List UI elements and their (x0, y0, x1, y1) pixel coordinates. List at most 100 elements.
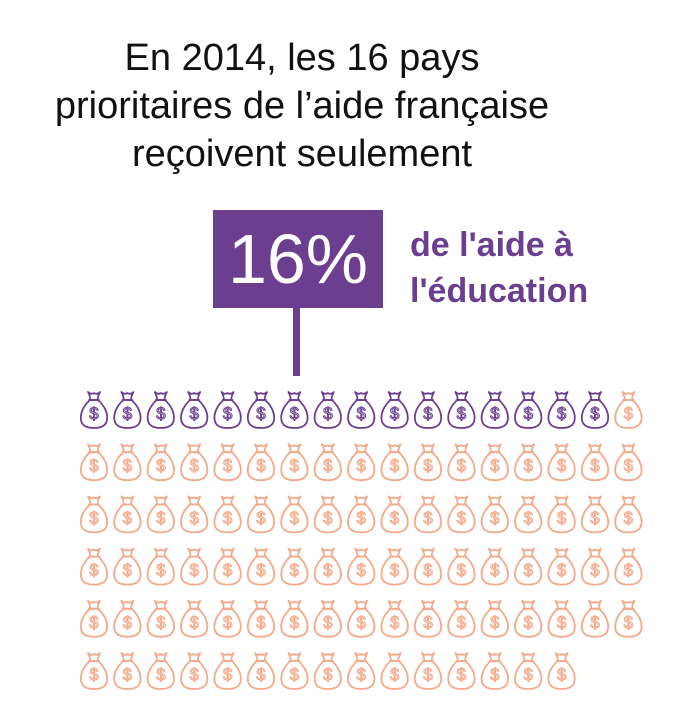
money-bag-icon: $ (580, 495, 610, 534)
svg-text:$: $ (323, 404, 333, 423)
money-bag-icon: $ (380, 652, 409, 690)
svg-text:$: $ (523, 456, 533, 475)
money-bag-icon: $ (547, 391, 576, 429)
money-bag-icon: $ (146, 599, 175, 638)
money-bag-icon: $ (213, 599, 242, 638)
svg-text:$: $ (490, 613, 500, 632)
svg-text:$: $ (457, 613, 467, 632)
svg-text:$: $ (390, 456, 400, 475)
money-bag-icon: $ (380, 443, 409, 482)
money-bag-icon: $ (347, 495, 376, 534)
money-bag-icon: $ (480, 547, 509, 586)
money-bag-icon: $ (413, 599, 443, 638)
money-bag-icon: $ (413, 495, 443, 534)
money-bag-icon: $ (246, 652, 276, 690)
svg-text:$: $ (89, 561, 99, 580)
svg-text:$: $ (123, 508, 133, 527)
svg-text:$: $ (256, 404, 266, 423)
svg-text:$: $ (223, 613, 233, 632)
svg-text:$: $ (123, 456, 133, 475)
svg-text:$: $ (423, 613, 433, 632)
percentage-value: 16% (227, 220, 369, 298)
svg-text:$: $ (624, 404, 634, 423)
money-bag-icon: $ (580, 547, 610, 586)
svg-text:$: $ (390, 561, 400, 580)
svg-text:$: $ (156, 404, 166, 423)
headline-line-3: reçoivent seulement (131, 133, 473, 175)
money-bag-icon: $ (547, 443, 576, 482)
money-bag-icon: $ (380, 599, 409, 638)
money-bag-icon: $ (246, 547, 276, 586)
svg-text:$: $ (223, 665, 233, 684)
svg-text:$: $ (523, 613, 533, 632)
money-bag-icon: $ (79, 599, 109, 638)
svg-text:$: $ (356, 456, 366, 475)
money-bag-icon: $ (347, 599, 376, 638)
money-bag-icon: $ (480, 652, 509, 690)
svg-text:$: $ (557, 508, 567, 527)
money-bag-icon: $ (280, 391, 309, 429)
money-bag-icon: $ (180, 391, 209, 429)
money-bag-icon: $ (313, 652, 342, 690)
svg-text:$: $ (123, 404, 133, 423)
money-bag-icon: $ (280, 443, 309, 482)
svg-text:$: $ (624, 508, 634, 527)
svg-text:$: $ (156, 508, 166, 527)
money-bag-icon: $ (413, 391, 443, 429)
svg-text:$: $ (323, 613, 333, 632)
svg-text:$: $ (590, 456, 600, 475)
money-bag-icon: $ (246, 599, 276, 638)
svg-text:$: $ (390, 508, 400, 527)
svg-text:$: $ (557, 561, 567, 580)
money-bag-icon: $ (313, 547, 342, 586)
money-bag-icon: $ (614, 599, 643, 638)
money-bag-icon: $ (380, 495, 409, 534)
svg-text:$: $ (490, 665, 500, 684)
svg-text:$: $ (490, 561, 500, 580)
svg-text:$: $ (123, 665, 133, 684)
money-bag-icon: $ (146, 443, 175, 482)
money-bag-icon: $ (213, 495, 242, 534)
percentage-label-line-1: de l'aide à (410, 226, 574, 264)
money-bag-icon: $ (347, 391, 376, 429)
money-bag-icon: $ (146, 495, 175, 534)
percentage-pointer (293, 308, 300, 376)
money-bag-icon: $ (280, 547, 309, 586)
money-bag-icon: $ (313, 495, 342, 534)
money-bag-icon: $ (113, 391, 142, 429)
svg-text:$: $ (223, 404, 233, 423)
money-bag-icon: $ (614, 547, 643, 586)
svg-text:$: $ (156, 613, 166, 632)
svg-text:$: $ (290, 613, 300, 632)
svg-text:$: $ (223, 561, 233, 580)
money-bag-icon: $ (347, 652, 376, 690)
money-bag-icon: $ (280, 495, 309, 534)
svg-text:$: $ (624, 561, 634, 580)
headline-line-2: prioritaires de l’aide française (54, 85, 550, 127)
svg-text:$: $ (290, 561, 300, 580)
svg-text:$: $ (523, 561, 533, 580)
svg-text:$: $ (356, 404, 366, 423)
svg-text:$: $ (290, 404, 300, 423)
money-bag-icon: $ (614, 495, 643, 534)
money-bag-icon: $ (447, 391, 476, 429)
svg-text:$: $ (256, 613, 266, 632)
svg-text:$: $ (189, 404, 199, 423)
svg-text:$: $ (423, 404, 433, 423)
svg-text:$: $ (624, 613, 634, 632)
svg-text:$: $ (89, 456, 99, 475)
money-bag-icon: $ (246, 495, 276, 534)
money-bag-icon: $ (447, 599, 476, 638)
money-bag-icon: $ (113, 495, 142, 534)
money-bag-icon: $ (580, 443, 610, 482)
svg-text:$: $ (323, 456, 333, 475)
svg-text:$: $ (557, 613, 567, 632)
svg-text:$: $ (189, 561, 199, 580)
svg-text:$: $ (189, 456, 199, 475)
money-bag-icon: $ (180, 547, 209, 586)
svg-text:$: $ (423, 456, 433, 475)
percentage-label: de l'aide à l'éducation (410, 222, 690, 314)
money-bag-icon: $ (380, 391, 409, 429)
svg-text:$: $ (290, 508, 300, 527)
svg-text:$: $ (423, 561, 433, 580)
